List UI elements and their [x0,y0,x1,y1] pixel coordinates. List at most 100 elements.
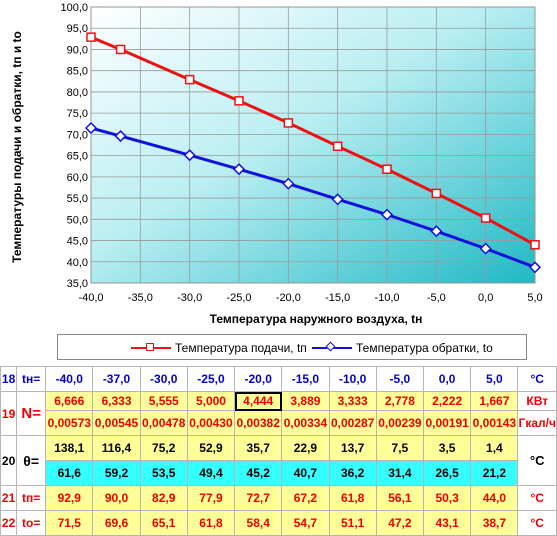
x-tick-label: -35,0 [128,292,153,304]
unit-label: °C [517,510,557,536]
supply-point [234,96,244,106]
row-label: N= [16,391,47,436]
table-cell: 61,8 [328,485,377,511]
line-chart: 35,0 40,0 45,0 50,0 55,0 60,0 65,0 70,0 75,0 80,0… [10,2,543,326]
table-cell-sub: 0,00573 [45,410,94,436]
table-cell: 2,778 [375,391,425,411]
return-point [380,208,394,221]
table-cell-sub: 0,00191 [423,410,472,436]
return-point [479,242,492,255]
table-cell: 38,7 [470,510,519,536]
table-cell: 43,1 [423,510,472,536]
y-tick-label: 35,0 [67,278,88,290]
table-cell-sub: 31,4 [375,460,425,486]
x-tick-label: -40,0 [78,292,103,304]
y-tick-label: 100,0 [60,2,88,14]
return-point [430,225,443,238]
table-cell: 77,9 [186,485,236,511]
unit-label: °C [517,485,557,511]
table-cell: 13,7 [328,435,377,461]
table-cell: -25,0 [186,366,236,392]
row-label: tн= [16,366,47,392]
table-cell-sub: 0,00143 [470,410,519,436]
return-point [114,130,127,143]
row-label: θ= [16,435,47,486]
table-cell: 6,333 [92,391,141,411]
table-cell-sub: 0,00287 [328,410,377,436]
table-cell: -40,0 [45,366,94,392]
table-cell-sub: 53,5 [139,460,188,486]
supply-point [184,74,195,85]
x-tick-label: -30,0 [177,292,202,304]
table-cell: 3,5 [423,435,472,461]
row-number: 22 [0,510,18,536]
return-point [282,177,295,190]
table-cell: 72,7 [234,485,283,511]
table-cell-sub: 36,2 [328,460,377,486]
legend-supply-line [131,343,171,351]
table-cell-sub: 21,2 [470,460,519,486]
table-cell: 3,333 [328,391,377,411]
legend-item-return: Температура обратки, to [312,341,493,355]
table-cell: 90,0 [92,485,141,511]
table-cell: -10,0 [328,366,377,392]
y-tick-label: 80,0 [67,87,88,99]
table-cell: 2,222 [423,391,472,411]
supply-point [382,164,392,174]
y-tick-label: 55,0 [67,193,88,205]
return-point [84,121,98,135]
y-tick-label: 75,0 [67,108,88,120]
table-cell: -37,0 [92,366,141,392]
y-tick-label: 60,0 [67,172,88,184]
table-cell: 52,9 [186,435,236,461]
row-number: 21 [0,485,18,511]
table-cell: 82,9 [139,485,188,511]
table-cell-sub: 59,2 [92,460,141,486]
table-cell-sub: 0,00545 [92,410,141,436]
legend-square-marker [146,343,154,351]
table-cell: 56,1 [375,485,425,511]
table-cell-sub: 40,7 [281,460,330,486]
table-cell: 22,9 [281,435,330,461]
return-point [232,163,246,176]
table-cell-sub: 61,6 [45,460,94,486]
return-point [331,193,344,206]
table-cell: 3,889 [281,391,330,411]
table-cell: 138,1 [45,435,94,461]
x-tick-label: -25,0 [226,292,251,304]
table-cell-sub: 0,00239 [375,410,425,436]
y-tick-label: 90,0 [67,44,88,56]
table-cell: -5,0 [375,366,425,392]
table-cell: 50,3 [423,485,472,511]
table-cell: 5,555 [139,391,188,411]
y-axis-title: Температуры подачи и обратки, tп и to [10,31,24,263]
y-tick-label: 85,0 [67,66,88,78]
table-cell: 6,666 [45,391,94,411]
table-cell-sub: 0,00382 [234,410,283,436]
table-cell: 1,4 [470,435,519,461]
return-point [528,261,542,274]
table-cell: 116,4 [92,435,141,461]
legend-diamond-marker [325,341,336,352]
supply-point [283,118,294,128]
supply-point [530,240,540,250]
table-cell: -20,0 [234,366,283,392]
legend-item-supply: Температура подачи, tп [131,341,307,355]
table-cell: 35,7 [234,435,283,461]
table-cell: 5,0 [470,366,519,392]
unit-label-sub: Гкал/ч [517,410,557,436]
legend-return-label: Температура обратки, to [356,341,493,355]
supply-point [332,141,343,152]
legend-return-line [312,341,352,352]
row-label: to= [16,510,47,536]
y-tick-label: 40,0 [67,257,88,269]
table-cell: 92,9 [45,485,94,511]
table-cell: 47,2 [375,510,425,536]
table-cell: 65,1 [139,510,188,536]
row-number: 18 [0,366,18,392]
unit-label: °C [517,366,557,392]
supply-point [480,213,491,223]
table-cell-sub: 0,00430 [186,410,236,436]
y-tick-label: 95,0 [67,23,88,35]
table-cell: 5,000 [186,391,236,411]
